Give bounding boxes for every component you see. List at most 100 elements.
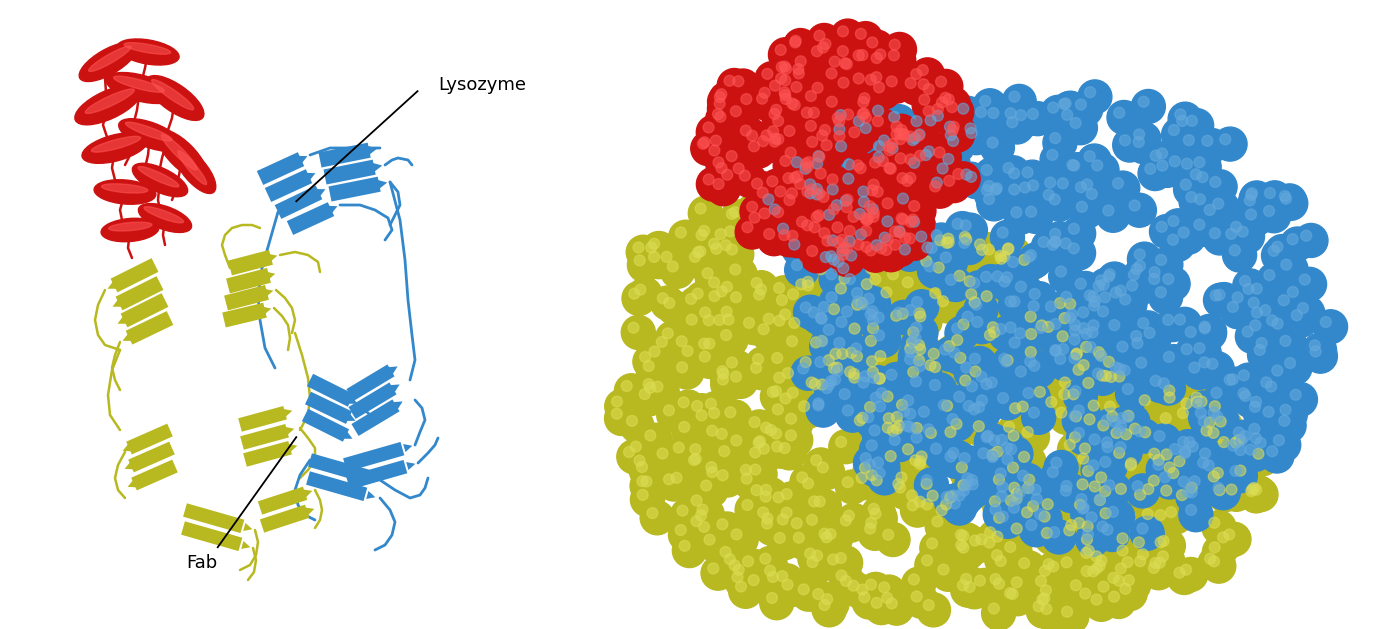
Circle shape <box>752 353 763 365</box>
Circle shape <box>1248 431 1283 465</box>
Circle shape <box>1073 364 1084 376</box>
Circle shape <box>751 437 785 470</box>
Circle shape <box>1153 406 1188 440</box>
Circle shape <box>1098 581 1109 592</box>
Circle shape <box>1141 469 1175 503</box>
Circle shape <box>668 220 703 254</box>
Circle shape <box>1148 503 1182 537</box>
Circle shape <box>1069 410 1080 421</box>
Ellipse shape <box>132 164 187 197</box>
Circle shape <box>1119 453 1152 487</box>
Circle shape <box>893 226 927 260</box>
Circle shape <box>1142 509 1153 520</box>
Circle shape <box>955 466 989 500</box>
Circle shape <box>1240 477 1275 511</box>
Circle shape <box>988 603 999 614</box>
Circle shape <box>914 340 925 350</box>
Circle shape <box>722 553 757 587</box>
Circle shape <box>892 216 903 227</box>
Circle shape <box>1202 135 1213 146</box>
Circle shape <box>1309 340 1320 351</box>
Circle shape <box>1091 551 1102 562</box>
Circle shape <box>999 251 1010 262</box>
Circle shape <box>992 446 1003 457</box>
Circle shape <box>762 518 773 529</box>
Circle shape <box>1036 314 1071 348</box>
Circle shape <box>1113 108 1124 118</box>
Circle shape <box>704 534 715 545</box>
Circle shape <box>766 127 801 161</box>
Circle shape <box>1253 448 1264 459</box>
Circle shape <box>965 582 976 593</box>
Circle shape <box>879 232 890 243</box>
Circle shape <box>723 200 757 234</box>
Circle shape <box>864 459 875 470</box>
Circle shape <box>794 152 828 186</box>
Circle shape <box>641 501 674 535</box>
Circle shape <box>1133 420 1167 454</box>
Circle shape <box>991 386 1025 420</box>
Circle shape <box>1042 528 1053 538</box>
Circle shape <box>1067 357 1100 391</box>
Circle shape <box>887 269 898 280</box>
Circle shape <box>960 234 971 245</box>
Circle shape <box>988 450 998 461</box>
Circle shape <box>821 247 856 281</box>
Circle shape <box>954 490 965 501</box>
Circle shape <box>952 335 963 345</box>
Circle shape <box>1135 502 1170 536</box>
Circle shape <box>835 398 870 432</box>
Circle shape <box>977 245 988 255</box>
Circle shape <box>803 448 838 482</box>
Circle shape <box>881 235 915 269</box>
Circle shape <box>914 355 925 366</box>
Circle shape <box>717 89 726 99</box>
Circle shape <box>947 414 958 425</box>
Circle shape <box>856 405 890 439</box>
Circle shape <box>675 525 686 535</box>
Circle shape <box>1065 342 1098 376</box>
Circle shape <box>831 70 865 104</box>
Circle shape <box>1082 393 1115 427</box>
Circle shape <box>1051 92 1086 126</box>
Circle shape <box>1247 187 1257 199</box>
Circle shape <box>1101 437 1112 448</box>
Circle shape <box>1170 483 1204 517</box>
Circle shape <box>1233 435 1244 445</box>
Circle shape <box>903 194 936 228</box>
Circle shape <box>747 282 781 316</box>
Circle shape <box>941 401 952 411</box>
Circle shape <box>1272 409 1306 443</box>
Circle shape <box>612 396 623 407</box>
Circle shape <box>1011 493 1022 504</box>
Circle shape <box>1105 171 1140 205</box>
Circle shape <box>710 421 744 455</box>
Circle shape <box>1180 448 1191 459</box>
Circle shape <box>1231 220 1265 253</box>
Circle shape <box>1167 467 1178 479</box>
Circle shape <box>1259 439 1294 473</box>
Circle shape <box>774 372 784 383</box>
Circle shape <box>802 489 836 523</box>
Circle shape <box>773 87 808 121</box>
Circle shape <box>836 235 847 245</box>
Circle shape <box>923 106 934 116</box>
Circle shape <box>1062 318 1097 352</box>
Circle shape <box>1144 369 1177 403</box>
Circle shape <box>754 289 765 300</box>
Circle shape <box>679 540 690 551</box>
Circle shape <box>802 478 813 489</box>
Circle shape <box>970 353 980 364</box>
Circle shape <box>754 437 765 448</box>
Circle shape <box>1097 521 1108 532</box>
Ellipse shape <box>146 75 204 120</box>
Circle shape <box>949 533 983 567</box>
Circle shape <box>916 417 951 451</box>
Circle shape <box>857 299 868 309</box>
Circle shape <box>740 170 750 181</box>
Circle shape <box>686 240 719 274</box>
Circle shape <box>842 258 853 269</box>
Circle shape <box>934 231 969 265</box>
Circle shape <box>1191 169 1202 180</box>
Circle shape <box>695 203 706 214</box>
